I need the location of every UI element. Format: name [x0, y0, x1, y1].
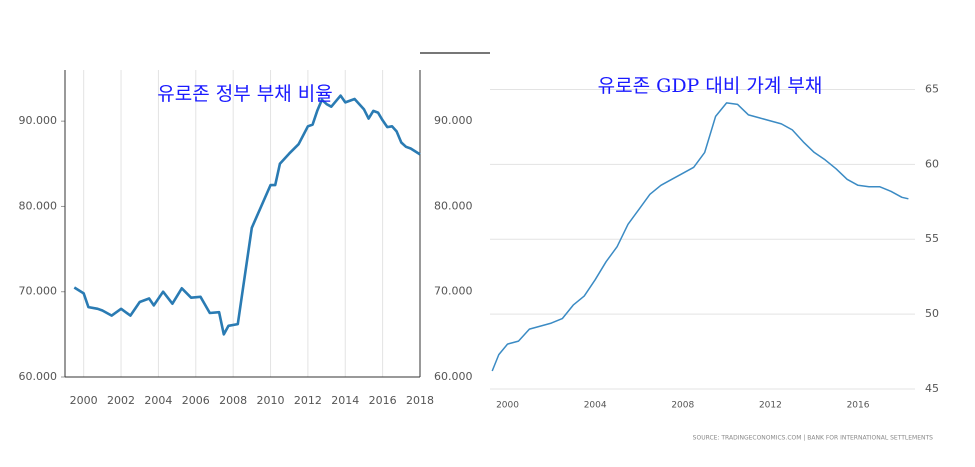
y-tick-label: 60.000 [434, 370, 473, 383]
y-tick-label: 55 [925, 232, 939, 245]
x-tick-label: 2014 [331, 394, 359, 407]
y-tick-label: 65 [925, 82, 939, 95]
y-tick-label: 70.000 [19, 285, 58, 298]
y-tick-label: 60 [925, 157, 939, 170]
y-tick-label: 80.000 [19, 199, 58, 212]
x-tick-label: 2008 [219, 394, 247, 407]
y-tick-label: 90.000 [434, 114, 473, 127]
data-line [73, 94, 421, 336]
x-tick-label: 2012 [759, 401, 782, 411]
x-tick-label: 2018 [406, 394, 434, 407]
x-tick-label: 2000 [496, 401, 519, 411]
chart-title: 유로존 GDP 대비 가계 부채 [598, 75, 823, 97]
y-tick-label: 90.000 [19, 114, 58, 127]
y-tick-label: 70.000 [434, 285, 473, 298]
y-tick-label: 80.000 [434, 199, 473, 212]
x-tick-label: 2012 [294, 394, 322, 407]
chart-title: 유로존 정부 부채 비율 [157, 83, 332, 105]
x-tick-label: 2008 [671, 401, 694, 411]
x-tick-label: 2004 [144, 394, 172, 407]
x-tick-label: 2006 [182, 394, 210, 407]
y-tick-label: 60.000 [19, 370, 58, 383]
x-tick-label: 2000 [70, 394, 98, 407]
source-note: SOURCE: TRADINGECONOMICS.COM | BANK FOR … [693, 435, 934, 442]
x-tick-label: 2016 [369, 394, 397, 407]
x-tick-label: 2016 [847, 401, 870, 411]
x-tick-label: 2010 [257, 394, 285, 407]
x-tick-label: 2002 [107, 394, 135, 407]
y-tick-label: 45 [925, 382, 939, 395]
data-line [491, 102, 909, 372]
y-tick-label: 50 [925, 307, 939, 320]
x-tick-label: 2004 [584, 401, 607, 411]
